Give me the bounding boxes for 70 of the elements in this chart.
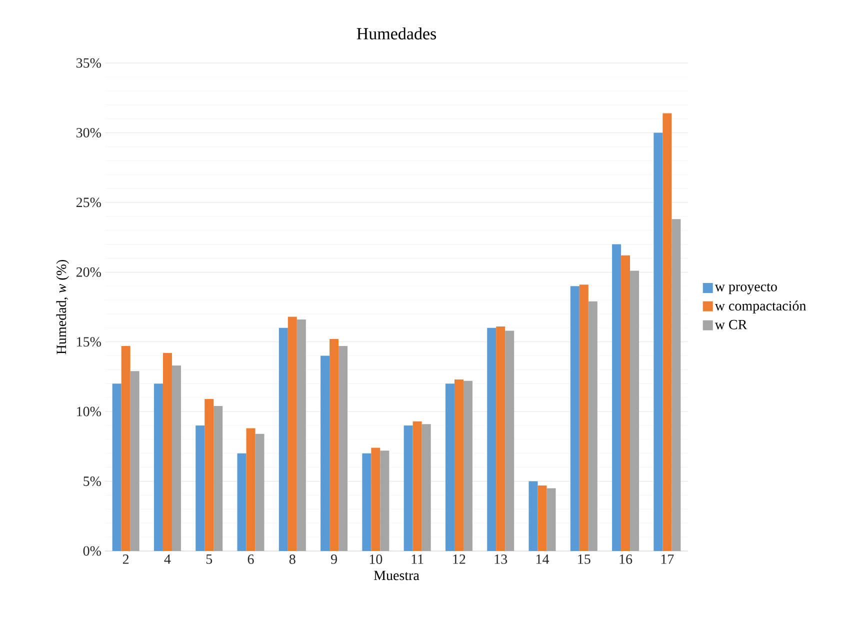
- bar: [588, 301, 598, 551]
- bar: [612, 244, 622, 551]
- bar: [172, 366, 181, 551]
- y-tick-label: 5%: [84, 476, 101, 486]
- bar: [528, 481, 538, 551]
- chart-title: Humedades: [356, 28, 436, 40]
- x-tick-label: 5: [206, 554, 212, 564]
- bar: [621, 255, 630, 551]
- bar: [463, 380, 472, 551]
- x-tick-label: 9: [330, 554, 337, 564]
- bar: [296, 320, 306, 551]
- x-tick-label: 6: [248, 554, 254, 564]
- legend-label: w CR: [714, 320, 748, 330]
- bar: [362, 453, 372, 551]
- bar: [412, 421, 422, 551]
- bar: [487, 328, 496, 551]
- y-tick-label: 30%: [76, 128, 101, 138]
- bar: [154, 384, 163, 551]
- y-tick-label: 0%: [83, 546, 101, 556]
- bar: [288, 316, 297, 551]
- y-axis-title: Humedad, w (%): [56, 260, 69, 354]
- x-tick-label: 15: [578, 554, 590, 564]
- x-tick-label: 13: [494, 554, 508, 564]
- bar: [672, 219, 681, 551]
- bar: [505, 330, 514, 551]
- bar: [320, 356, 330, 551]
- bar: [404, 426, 413, 551]
- bar: [579, 284, 588, 551]
- bar: [121, 346, 130, 551]
- x-tick-label: 11: [412, 554, 424, 564]
- bar: [255, 434, 264, 551]
- bar: [380, 450, 390, 551]
- bar: [662, 113, 672, 551]
- bar: [422, 424, 431, 551]
- y-tick-label: 10%: [77, 406, 101, 416]
- bar: [570, 286, 580, 551]
- x-tick-label: 10: [370, 554, 382, 564]
- bar: [338, 346, 348, 551]
- bar: [204, 399, 214, 551]
- bar: [278, 328, 288, 551]
- bar: [237, 453, 246, 551]
- x-tick-label: 2: [122, 554, 129, 564]
- bar: [162, 353, 172, 551]
- x-tick-label: 4: [164, 554, 171, 564]
- bar: [496, 326, 506, 551]
- y-tick-label: 15%: [77, 337, 101, 347]
- bar: [630, 270, 640, 551]
- bar: [454, 379, 464, 551]
- y-tick-label: 20%: [76, 267, 101, 277]
- x-tick-label: 17: [661, 554, 674, 564]
- bar: [445, 384, 454, 551]
- bar: [214, 406, 223, 551]
- bar: [371, 448, 380, 551]
- bar: [130, 371, 140, 551]
- bar: [112, 384, 122, 551]
- x-tick-label: 12: [453, 554, 466, 564]
- x-axis-title: Muestra: [374, 570, 420, 580]
- bar: [330, 339, 339, 551]
- x-tick-label: 16: [620, 554, 632, 564]
- bar: [246, 428, 256, 551]
- bar: [196, 426, 205, 551]
- bar: [654, 132, 663, 551]
- legend-label: w compactación: [714, 300, 806, 314]
- bar: [546, 488, 556, 551]
- legend-label: w proyecto: [714, 283, 777, 294]
- y-tick-label: 35%: [76, 58, 101, 68]
- bar: [538, 485, 547, 551]
- y-tick-label: 25%: [76, 198, 101, 208]
- x-tick-label: 8: [289, 554, 296, 564]
- x-tick-label: 14: [536, 554, 550, 564]
